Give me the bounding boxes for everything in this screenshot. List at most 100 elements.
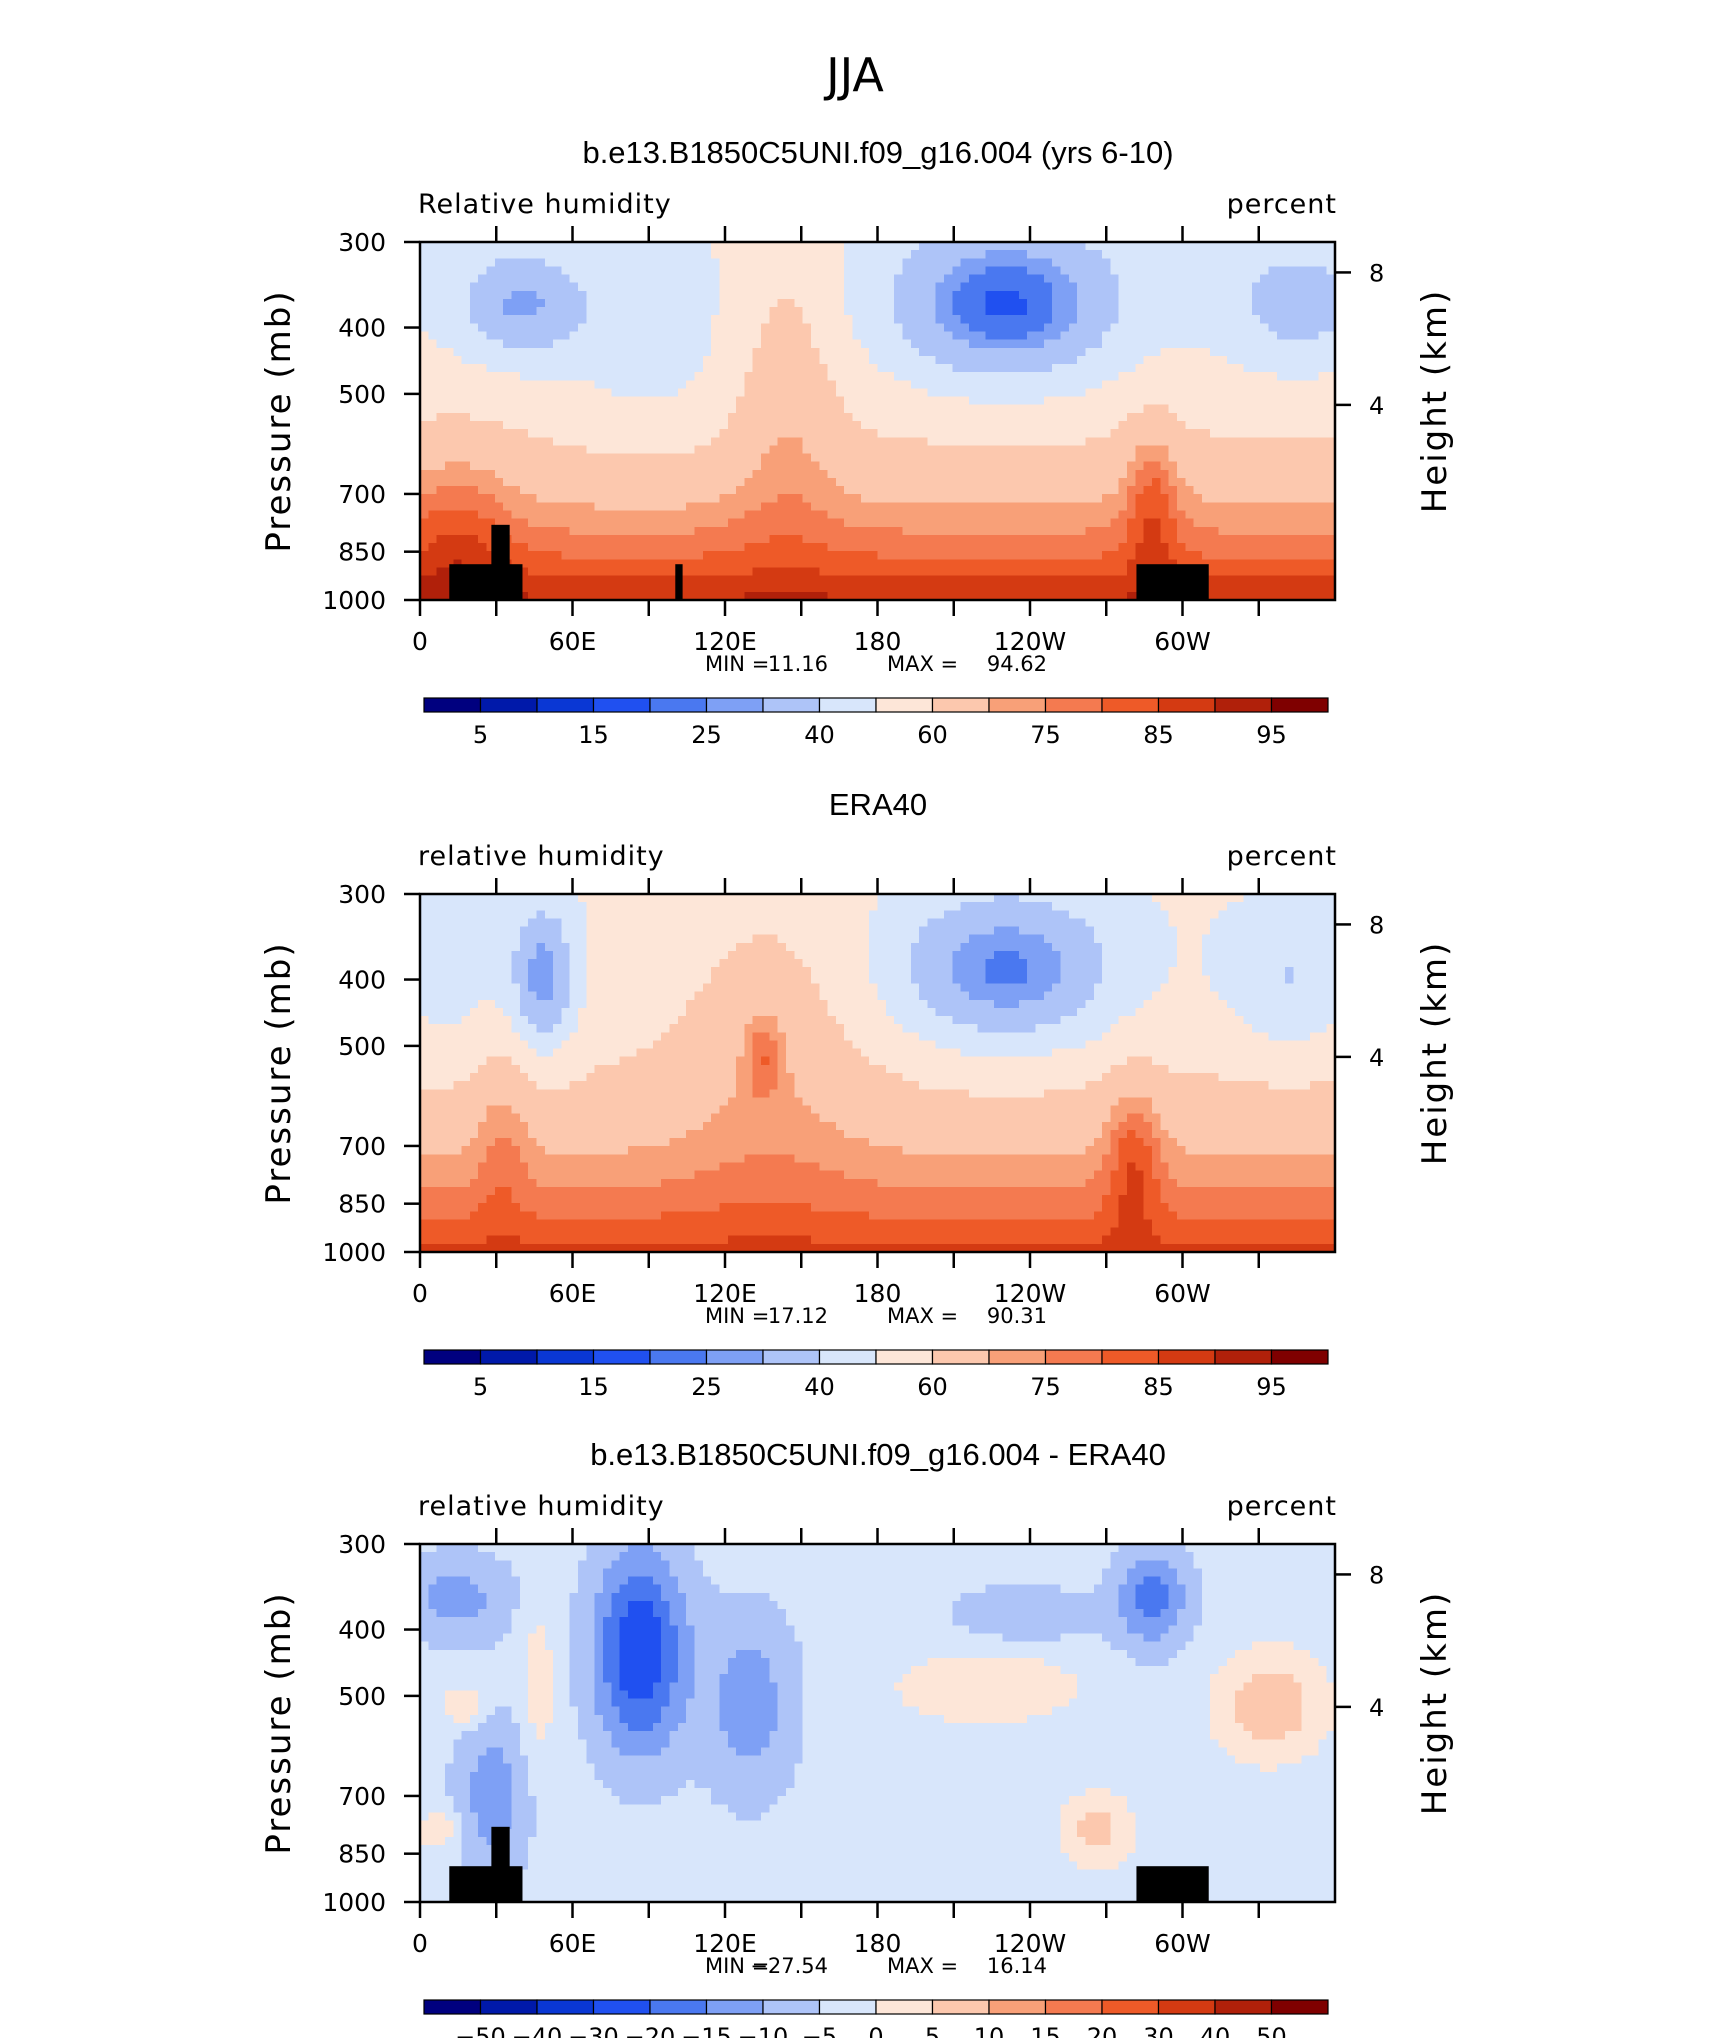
heatmap-cell bbox=[977, 282, 987, 292]
heatmap-cell bbox=[486, 274, 496, 284]
heatmap-cell bbox=[1002, 429, 1012, 438]
heatmap-cell bbox=[1068, 323, 1078, 333]
heatmap-cell bbox=[952, 510, 962, 520]
heatmap-cell bbox=[1318, 364, 1328, 373]
heatmap-cell bbox=[453, 534, 463, 544]
heatmap-cell bbox=[894, 510, 904, 520]
heatmap-cell bbox=[569, 526, 579, 536]
heatmap-cell bbox=[810, 445, 820, 455]
heatmap-cell bbox=[611, 469, 621, 479]
heatmap-cell bbox=[902, 331, 912, 341]
heatmap-cell bbox=[636, 347, 646, 357]
heatmap-cell bbox=[453, 307, 463, 316]
heatmap-cell bbox=[702, 274, 712, 284]
heatmap-cell bbox=[993, 364, 1003, 373]
heatmap-cell bbox=[711, 364, 721, 373]
heatmap-cell bbox=[1318, 323, 1328, 333]
heatmap-cell bbox=[594, 461, 604, 471]
heatmap-cell bbox=[677, 421, 687, 430]
heatmap-cell bbox=[1285, 551, 1295, 560]
heatmap-cell bbox=[677, 551, 687, 560]
heatmap-cell bbox=[644, 242, 654, 251]
heatmap-cell bbox=[661, 315, 671, 324]
heatmap-cell bbox=[852, 282, 862, 292]
heatmap-cell bbox=[885, 421, 895, 430]
heatmap-cell bbox=[1201, 290, 1211, 300]
heatmap-cell bbox=[969, 559, 978, 569]
heatmap-cell bbox=[719, 266, 729, 276]
heatmap-cell bbox=[594, 339, 604, 349]
heatmap-cell bbox=[644, 323, 654, 333]
heatmap-cell bbox=[1010, 486, 1020, 495]
heatmap-cell bbox=[860, 477, 870, 487]
heatmap-cell bbox=[1251, 372, 1261, 381]
heatmap-cell bbox=[1176, 526, 1186, 536]
heatmap-cell bbox=[1143, 290, 1153, 300]
heatmap-cell bbox=[752, 298, 762, 308]
heatmap-cell bbox=[1326, 298, 1336, 308]
heatmap-cell bbox=[1085, 518, 1095, 528]
heatmap-cell bbox=[420, 298, 429, 308]
heatmap-cell bbox=[420, 266, 429, 276]
heatmap-cell bbox=[661, 323, 671, 333]
heatmap-cell bbox=[1060, 534, 1070, 544]
heatmap-cell bbox=[1318, 250, 1328, 259]
heatmap-cell bbox=[1085, 242, 1095, 251]
heatmap-cell bbox=[444, 282, 454, 292]
heatmap-cell bbox=[910, 250, 920, 259]
heatmap-cell bbox=[744, 266, 754, 276]
heatmap-cell bbox=[669, 502, 679, 512]
topography-mask bbox=[449, 524, 1209, 600]
heatmap-cell bbox=[977, 380, 987, 390]
heatmap-cell bbox=[1285, 380, 1295, 390]
heatmap-cell bbox=[486, 518, 496, 528]
heatmap-cell bbox=[727, 567, 737, 577]
heatmap-cell bbox=[686, 502, 696, 512]
heatmap-cell bbox=[1018, 290, 1028, 300]
heatmap-cell bbox=[827, 282, 837, 292]
heatmap-cell bbox=[503, 388, 513, 398]
heatmap-cell bbox=[1310, 429, 1319, 438]
heatmap-cell bbox=[1268, 551, 1278, 560]
heatmap-cell bbox=[960, 274, 970, 284]
heatmap-cell bbox=[794, 429, 804, 438]
heatmap-cell bbox=[1127, 298, 1136, 308]
heatmap-cell bbox=[1035, 518, 1045, 528]
heatmap-cell bbox=[503, 421, 513, 430]
heatmap-cell bbox=[1093, 274, 1103, 284]
heatmap-cell bbox=[478, 323, 488, 333]
heatmap-cell bbox=[711, 242, 721, 251]
heatmap-cell bbox=[885, 461, 895, 471]
heatmap-cell bbox=[777, 453, 787, 463]
heatmap-cell bbox=[494, 298, 504, 308]
heatmap-cell bbox=[1143, 412, 1153, 422]
heatmap-cell bbox=[469, 250, 479, 259]
heatmap-cell bbox=[1318, 388, 1328, 398]
heatmap-cell bbox=[827, 445, 837, 455]
heatmap-cell bbox=[1235, 429, 1245, 438]
heatmap-cell bbox=[744, 290, 754, 300]
heatmap-cell bbox=[661, 364, 671, 373]
heatmap-cell bbox=[661, 331, 671, 341]
heatmap-cell bbox=[877, 894, 887, 903]
heatmap-cell bbox=[919, 445, 929, 455]
heatmap-cell bbox=[1218, 380, 1228, 390]
heatmap-cell bbox=[536, 404, 546, 414]
heatmap-cell bbox=[1160, 559, 1170, 569]
heatmap-cell bbox=[586, 429, 596, 438]
heatmap-cell bbox=[1077, 453, 1087, 463]
heatmap-cell bbox=[1010, 567, 1020, 577]
heatmap-cell bbox=[1276, 250, 1286, 259]
heatmap-cell bbox=[519, 591, 529, 601]
heatmap-cell bbox=[594, 315, 604, 324]
heatmap-cell bbox=[1093, 339, 1103, 349]
heatmap-cell bbox=[1193, 526, 1203, 536]
heatmap-cell bbox=[919, 323, 929, 333]
heatmap-cell bbox=[652, 567, 662, 577]
heatmap-cell bbox=[1093, 510, 1103, 520]
heatmap-cell bbox=[652, 339, 662, 349]
heatmap-cell bbox=[611, 494, 621, 503]
heatmap-cell bbox=[944, 477, 953, 487]
heatmap-cell bbox=[1293, 591, 1303, 601]
heatmap-cell bbox=[1077, 323, 1087, 333]
